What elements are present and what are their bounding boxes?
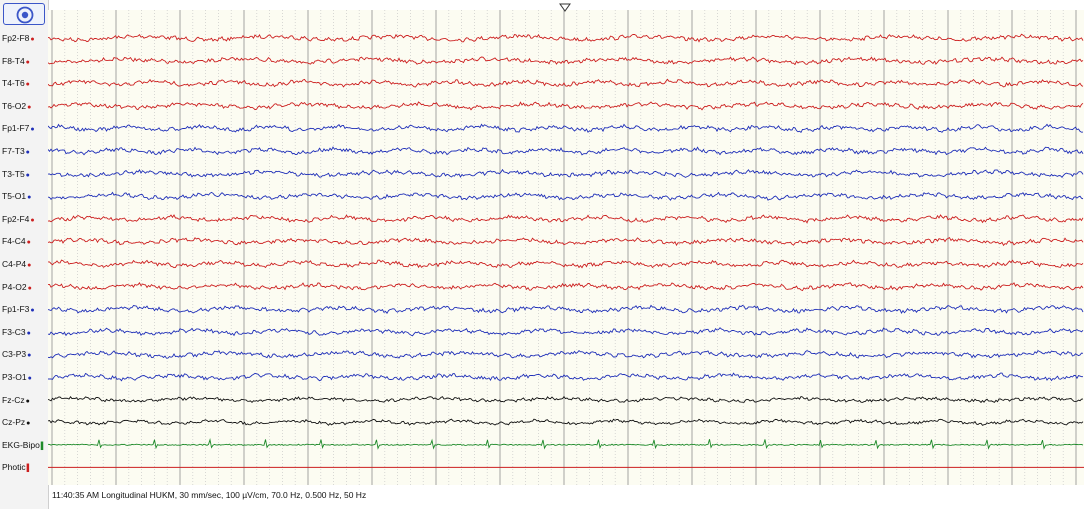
channel-color-dot: ●: [27, 194, 32, 202]
trace-t3-t5: [48, 168, 1084, 178]
trace-fp2-f4: [48, 214, 1084, 224]
channel-label-text: T4-T6: [2, 78, 25, 89]
channel-label-text: T6-O2: [2, 100, 27, 111]
channel-color-dot: ●: [25, 171, 30, 179]
concentric-circle-icon: [16, 6, 34, 24]
channel-label[interactable]: P3-O1●: [2, 371, 48, 383]
channel-color-dot: ●: [25, 149, 30, 156]
channel-label-text: T3-T5: [2, 168, 25, 179]
trace-p4-o2: [48, 281, 1084, 292]
channel-color-bar: ▌: [26, 465, 32, 473]
channel-color-bar: ▌: [40, 442, 46, 450]
trace-c4-p4: [48, 259, 1084, 269]
trace-t5-o1: [48, 191, 1084, 201]
channel-label-text: Fz-Cz: [2, 394, 25, 405]
channel-label-text: Cz-Pz: [2, 417, 26, 428]
channel-label[interactable]: C3-P3●: [2, 348, 48, 360]
trace-area[interactable]: [48, 10, 1084, 485]
trace-f7-t3: [48, 146, 1084, 156]
channel-label-text: Fp1-F7: [2, 123, 30, 134]
channel-color-dot: ●: [25, 58, 30, 66]
trace-fp1-f7: [48, 123, 1084, 133]
channel-color-dot: ●: [27, 262, 32, 269]
channel-label[interactable]: T5-O1●: [2, 190, 48, 202]
trace-cz-pz: [48, 418, 1084, 426]
triangle-down-icon[interactable]: [559, 3, 571, 13]
channel-color-dot: ●: [26, 239, 31, 247]
channel-color-dot: ●: [26, 420, 31, 428]
channel-label-text: EKG-Bipo: [2, 439, 40, 450]
trace-fz-cz: [48, 395, 1084, 404]
channel-color-dot: ●: [30, 216, 35, 224]
channel-label-text: Fp2-F4: [2, 213, 30, 224]
channel-color-dot: ●: [27, 375, 32, 382]
trace-fp1-f3: [48, 304, 1084, 314]
channel-label-text: P3-O1: [2, 372, 27, 382]
trace-f8-t4: [48, 56, 1084, 66]
channel-color-dot: ●: [25, 397, 30, 405]
channel-label-text: P4-O2: [2, 281, 27, 292]
trace-t6-o2: [48, 101, 1084, 111]
channel-label[interactable]: Fp1-F3●: [2, 303, 48, 315]
channel-color-dot: ●: [27, 352, 32, 360]
channel-label[interactable]: C4-P4●: [2, 258, 48, 270]
channel-label[interactable]: Fp1-F7●: [2, 122, 48, 134]
channel-label[interactable]: T3-T5●: [2, 168, 48, 180]
trace-f4-c4: [48, 236, 1084, 247]
channel-color-dot: ●: [25, 81, 30, 89]
time-grid: [51, 10, 1077, 485]
channel-label[interactable]: F7-T3●: [2, 145, 48, 157]
channel-label[interactable]: EKG-Bipo▌: [2, 439, 48, 451]
channel-label[interactable]: F8-T4●: [2, 55, 48, 67]
channel-label-text: Photic: [2, 462, 26, 473]
trace-c3-p3: [48, 349, 1084, 359]
channel-label[interactable]: Photic▌: [2, 461, 48, 473]
channel-color-dot: ●: [26, 329, 31, 337]
trace-t4-t6: [48, 78, 1084, 88]
channel-label-text: C4-P4: [2, 259, 27, 269]
channel-label[interactable]: T6-O2●: [2, 100, 48, 112]
trace-p3-o1: [48, 372, 1083, 382]
channel-label-text: T5-O1: [2, 191, 27, 202]
channel-color-dot: ●: [30, 307, 35, 315]
channel-label-text: C3-P3: [2, 349, 27, 360]
channel-label-text: F3-C3: [2, 326, 26, 337]
channel-color-dot: ●: [30, 126, 35, 134]
channel-label-text: F8-T4: [2, 55, 25, 66]
eeg-traces: [48, 33, 1084, 468]
status-bar: 11:40:35 AM Longitudinal HUKM, 30 mm/sec…: [52, 490, 367, 500]
channel-label[interactable]: Fz-Cz●: [2, 394, 48, 406]
channel-color-dot: ●: [27, 103, 32, 111]
channel-label-text: Fp2-F8: [2, 33, 30, 43]
channel-label[interactable]: T4-T6●: [2, 77, 48, 89]
channel-label[interactable]: F4-C4●: [2, 235, 48, 247]
channel-color-dot: ●: [27, 284, 32, 292]
trace-f3-c3: [48, 327, 1084, 337]
channel-label[interactable]: F3-C3●: [2, 326, 48, 338]
channel-label[interactable]: P4-O2●: [2, 281, 48, 293]
trace-fp2-f8: [48, 33, 1084, 43]
channel-color-dot: ●: [30, 36, 35, 43]
channel-label[interactable]: Fp2-F8●: [2, 32, 48, 44]
record-button[interactable]: [3, 3, 45, 25]
channel-label[interactable]: Cz-Pz●: [2, 416, 48, 428]
channel-label-text: F7-T3: [2, 146, 25, 156]
channel-label-panel: Fp2-F8● F8-T4● T4-T6● T6-O2● Fp1-F7● F7-T3● T3…: [0, 0, 49, 509]
channel-label-text: Fp1-F3: [2, 304, 30, 315]
channel-label[interactable]: Fp2-F4●: [2, 213, 48, 225]
channel-label-text: F4-C4: [2, 236, 26, 247]
trace-ekg-bipo: [48, 438, 1084, 450]
